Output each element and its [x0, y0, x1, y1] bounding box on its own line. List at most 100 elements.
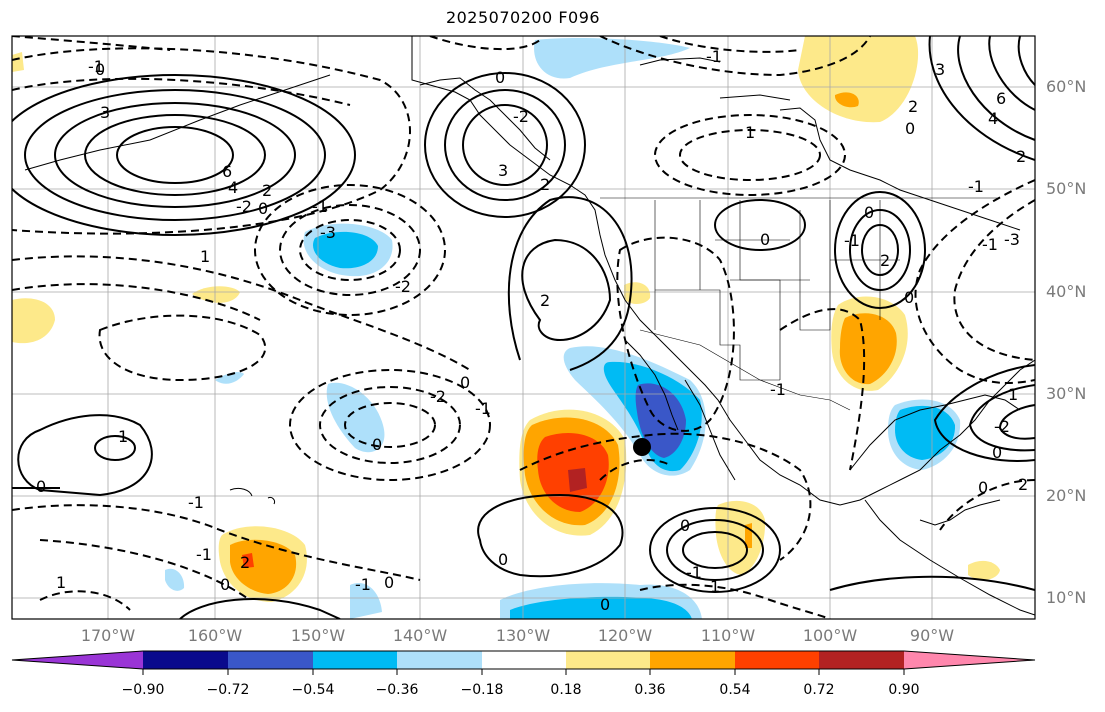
contour-label: 2	[908, 97, 918, 116]
colorbar-tick-label: 0.90	[888, 682, 920, 698]
contour-label: 0	[978, 478, 988, 497]
contour-label: 0	[905, 119, 915, 138]
contour-label: -1	[475, 399, 491, 418]
contour-label: 0	[864, 203, 874, 222]
contour-label: -2	[395, 277, 411, 296]
contour-label: 0	[495, 68, 505, 87]
contour-label: 0	[992, 443, 1002, 462]
contour-label: 6	[222, 162, 232, 181]
contour-label: 2	[240, 553, 250, 572]
contours-positive	[12, 36, 1035, 619]
contour-label: 0	[384, 573, 394, 592]
contour-label: 2	[1016, 147, 1026, 166]
colorbar-bin	[143, 651, 228, 669]
colorbar-tick-label: −0.18	[460, 682, 504, 698]
fill-blue-small-west	[215, 372, 244, 384]
lon-label-170w: 170°W	[80, 626, 136, 645]
contour-label: -1	[312, 197, 328, 216]
colorbar-tick-label: −0.90	[121, 682, 165, 698]
lon-label-90w: 90°W	[909, 626, 955, 645]
colorbar-bin	[482, 651, 566, 669]
lon-label-110w: 110°W	[700, 626, 756, 645]
coastlines	[24, 36, 1035, 616]
lon-label-150w: 150°W	[290, 626, 346, 645]
contour-label: 0	[498, 550, 508, 569]
lon-label-100w: 100°W	[802, 626, 858, 645]
colorbar-bin	[397, 651, 482, 669]
fill-cyan-pacific-mid	[312, 231, 378, 269]
contour-label: 3	[935, 60, 945, 79]
weather-map: 3 6 4 2 0 -2 1 -1 -3 -2 2 3 -2 2 0 -1 1 …	[11, 35, 1036, 620]
fill-orange-canada	[834, 92, 859, 108]
fill-yellow-pacific-small	[192, 286, 240, 303]
fill-royalblue-baja	[635, 383, 686, 458]
colorbar-tick-label: 0.72	[803, 682, 835, 698]
contour-label: 0	[760, 230, 770, 249]
contour-label: -1	[188, 493, 204, 512]
fill-blue-south-1	[350, 583, 382, 619]
contour-label: -2	[236, 197, 252, 216]
lon-label-130w: 130°W	[495, 626, 551, 645]
chart-title: 2025070200 F096	[445, 8, 601, 27]
contour-label: 1	[710, 577, 720, 596]
contour-label: 1	[745, 123, 755, 142]
contour-label: 0	[36, 477, 46, 496]
contour-label: 2	[880, 251, 890, 270]
colorbar-tick-label: 0.54	[719, 682, 751, 698]
fill-darkred-pacific-core	[568, 468, 587, 492]
contour-label: -1	[88, 57, 104, 76]
lat-label-10n: 10°N	[1046, 588, 1087, 607]
lat-label-50n: 50°N	[1046, 179, 1087, 198]
contour-label: 0	[680, 516, 690, 535]
colorbar-bin	[819, 651, 904, 669]
contour-labels: 3 6 4 2 0 -2 1 -1 -3 -2 2 3 -2 2 0 -1 1 …	[36, 47, 1028, 614]
colorbar-bin	[735, 651, 819, 669]
contour-label: 1	[118, 427, 128, 446]
colorbar-tick-label: −0.36	[375, 682, 419, 698]
contour-label: -1	[196, 545, 212, 564]
colorbar-bin	[228, 651, 313, 669]
political-borders	[600, 197, 1000, 411]
contour-label: 0	[258, 199, 268, 218]
fill-yellow-small-left	[12, 52, 24, 72]
contour-label: 3	[498, 161, 508, 180]
contour-label: 0	[220, 575, 230, 594]
location-marker	[633, 438, 651, 456]
contour-label: -3	[1004, 230, 1020, 249]
fill-blue-light-gulf-alaska	[534, 37, 690, 79]
colorbar-bin	[566, 651, 650, 669]
contour-label: 0	[904, 288, 914, 307]
fill-orange-southern-plains	[839, 313, 897, 385]
fill-yellow-canada	[798, 36, 919, 123]
contour-label: 0	[600, 595, 610, 614]
contour-label: 1	[200, 247, 210, 266]
contour-label: 2	[1018, 475, 1028, 494]
fill-red-hawaii-sw	[242, 553, 254, 568]
contour-label: -1	[355, 575, 371, 594]
contour-label: -3	[320, 223, 336, 242]
colorbar-extend-max	[904, 651, 1035, 669]
contour-label: 6	[996, 89, 1006, 108]
fill-cyan-south-2	[510, 596, 692, 619]
contours-negative	[12, 36, 1035, 619]
contour-label: 1	[1008, 385, 1018, 404]
lat-label-40n: 40°N	[1046, 282, 1087, 301]
contour-label: 0	[460, 373, 470, 392]
fill-yellow-se-corner	[968, 560, 1000, 581]
colorbar-tick-label: −0.54	[291, 682, 335, 698]
contour-label: 3	[100, 103, 110, 122]
fill-blue-hawaii-north	[326, 382, 385, 453]
lat-label-20n: 20°N	[1046, 486, 1087, 505]
lat-label-60n: 60°N	[1046, 77, 1087, 96]
contour-label: -1	[686, 563, 702, 582]
contour-label: -1	[982, 235, 998, 254]
contour-label: -1	[770, 380, 786, 399]
contour-label: 0	[372, 435, 382, 454]
lat-label-30n: 30°N	[1046, 384, 1087, 403]
shaded-anomaly-layer	[12, 36, 1000, 619]
fill-orange-hawaii-sw-inner	[230, 539, 297, 594]
contour-label: -2	[513, 107, 529, 126]
colorbar-tick-label: −0.72	[206, 682, 250, 698]
fill-blue-small-sw	[165, 568, 185, 591]
fill-yellow-left-edge	[12, 298, 55, 344]
